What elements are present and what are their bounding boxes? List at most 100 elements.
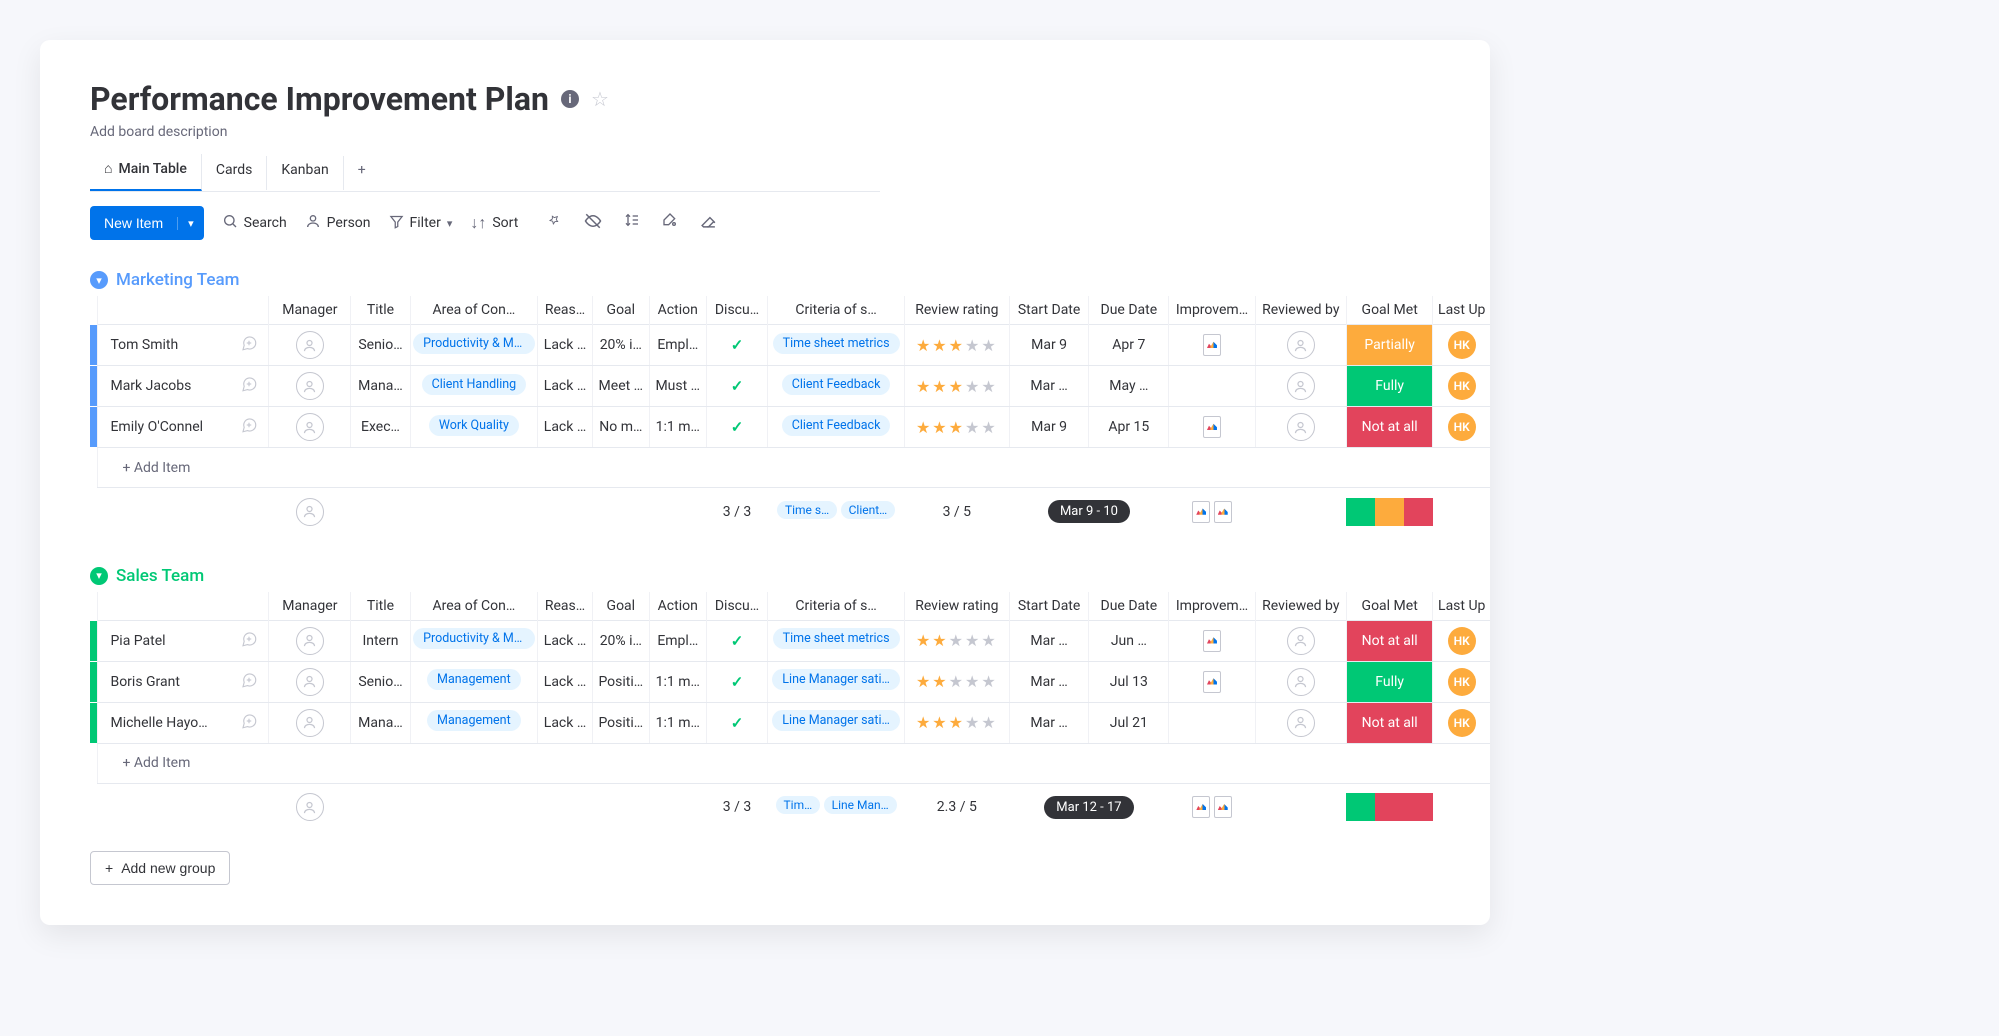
goal-cell[interactable]: Meet … xyxy=(592,366,649,407)
discussed-cell[interactable]: ✓ xyxy=(706,661,768,702)
due-date-cell[interactable]: Jul 13 xyxy=(1089,661,1169,702)
col-header[interactable]: Last Up xyxy=(1433,592,1490,621)
col-header[interactable]: Review rating xyxy=(904,296,1009,325)
title-cell[interactable]: Senio… xyxy=(351,661,410,702)
area-cell[interactable]: Productivity & Mo… xyxy=(410,620,538,661)
action-cell[interactable]: Empl… xyxy=(649,620,706,661)
filter-button[interactable]: Filter ▾ xyxy=(389,214,453,233)
person-filter-button[interactable]: Person xyxy=(305,213,371,233)
col-header[interactable]: Manager xyxy=(269,592,351,621)
area-cell[interactable]: Management xyxy=(410,661,538,702)
col-header[interactable]: Manager xyxy=(269,296,351,325)
last-updated-cell[interactable]: HK xyxy=(1433,661,1490,702)
table-row[interactable]: Boris GrantSenio…ManagementLack …Positi…… xyxy=(90,661,1490,702)
col-header[interactable]: Reviewed by xyxy=(1255,592,1346,621)
col-header[interactable]: Goal xyxy=(592,592,649,621)
reason-cell[interactable]: Lack … xyxy=(538,620,593,661)
action-cell[interactable]: Empl… xyxy=(649,325,706,366)
doc-icon[interactable] xyxy=(1203,416,1221,438)
col-header[interactable] xyxy=(98,296,269,325)
col-header[interactable]: Start Date xyxy=(1009,592,1089,621)
reason-cell[interactable]: Lack … xyxy=(538,702,593,743)
improvement-cell[interactable] xyxy=(1169,661,1256,702)
col-header[interactable]: Reviewed by xyxy=(1255,296,1346,325)
title-cell[interactable]: Mana… xyxy=(351,702,410,743)
start-date-cell[interactable]: Mar 9 xyxy=(1009,325,1089,366)
last-updated-cell[interactable]: HK xyxy=(1433,702,1490,743)
col-header[interactable]: Improvem… xyxy=(1169,592,1256,621)
item-name-cell[interactable]: Pia Patel xyxy=(98,620,269,661)
table-row[interactable]: Tom SmithSenio…Productivity & Mo…Lack …2… xyxy=(90,325,1490,366)
col-header[interactable]: Goal Met xyxy=(1346,592,1433,621)
area-cell[interactable]: Productivity & Mo… xyxy=(410,325,538,366)
col-header[interactable] xyxy=(98,592,269,621)
col-header[interactable]: Improvem… xyxy=(1169,296,1256,325)
group-name[interactable]: Sales Team xyxy=(116,566,204,586)
collapse-icon[interactable]: ▾ xyxy=(90,271,108,289)
item-name-cell[interactable]: Michelle Hayo… xyxy=(98,702,269,743)
criteria-cell[interactable]: Time sheet metrics xyxy=(768,325,905,366)
col-header[interactable]: Action xyxy=(649,296,706,325)
last-updated-cell[interactable]: HK xyxy=(1433,620,1490,661)
due-date-cell[interactable]: Jul 21 xyxy=(1089,702,1169,743)
pin-icon[interactable] xyxy=(546,212,562,234)
due-date-cell[interactable]: May … xyxy=(1089,366,1169,407)
criteria-cell[interactable]: Time sheet metrics xyxy=(768,620,905,661)
color-icon[interactable] xyxy=(662,212,678,234)
chevron-down-icon[interactable]: ▾ xyxy=(177,217,204,230)
col-header[interactable]: Criteria of s… xyxy=(768,296,905,325)
start-date-cell[interactable]: Mar … xyxy=(1009,702,1089,743)
col-header[interactable]: Goal xyxy=(592,296,649,325)
add-item-row[interactable]: + Add Item xyxy=(90,743,1490,783)
tab-add[interactable]: + xyxy=(344,156,380,190)
goal-met-cell[interactable]: Partially xyxy=(1346,325,1433,366)
item-name-cell[interactable]: Tom Smith xyxy=(98,325,269,366)
add-comment-icon[interactable] xyxy=(240,416,258,438)
star-icon[interactable]: ☆ xyxy=(591,87,609,111)
col-header[interactable]: Reas… xyxy=(538,592,593,621)
goal-met-cell[interactable]: Fully xyxy=(1346,366,1433,407)
board-description[interactable]: Add board description xyxy=(90,124,1490,140)
reason-cell[interactable]: Lack … xyxy=(538,366,593,407)
table-row[interactable]: Pia PatelInternProductivity & Mo…Lack …2… xyxy=(90,620,1490,661)
tab-kanban[interactable]: Kanban xyxy=(267,156,343,190)
reviewed-by-cell[interactable] xyxy=(1255,407,1346,448)
eraser-icon[interactable] xyxy=(700,212,717,234)
discussed-cell[interactable]: ✓ xyxy=(706,702,768,743)
action-cell[interactable]: 1:1 m… xyxy=(649,407,706,448)
col-header[interactable]: Criteria of s… xyxy=(768,592,905,621)
doc-icon[interactable] xyxy=(1203,671,1221,693)
criteria-cell[interactable]: Line Manager sati… xyxy=(768,702,905,743)
tab-cards[interactable]: Cards xyxy=(202,156,267,190)
height-icon[interactable] xyxy=(624,212,640,234)
doc-icon[interactable] xyxy=(1203,334,1221,356)
col-header[interactable]: Title xyxy=(351,296,410,325)
discussed-cell[interactable]: ✓ xyxy=(706,620,768,661)
start-date-cell[interactable]: Mar … xyxy=(1009,366,1089,407)
discussed-cell[interactable]: ✓ xyxy=(706,366,768,407)
rating-cell[interactable]: ★★★★★ xyxy=(904,407,1009,448)
goal-cell[interactable]: 20% i… xyxy=(592,325,649,366)
improvement-cell[interactable] xyxy=(1169,407,1256,448)
start-date-cell[interactable]: Mar 9 xyxy=(1009,407,1089,448)
group-name[interactable]: Marketing Team xyxy=(116,270,239,290)
reason-cell[interactable]: Lack … xyxy=(538,407,593,448)
add-item-row[interactable]: + Add Item xyxy=(90,448,1490,488)
reviewed-by-cell[interactable] xyxy=(1255,325,1346,366)
improvement-cell[interactable] xyxy=(1169,620,1256,661)
rating-cell[interactable]: ★★★★★ xyxy=(904,661,1009,702)
sort-button[interactable]: ↓↑ Sort xyxy=(470,213,518,233)
col-header[interactable]: Discu… xyxy=(706,592,768,621)
goal-cell[interactable]: Positi… xyxy=(592,702,649,743)
criteria-cell[interactable]: Line Manager sati… xyxy=(768,661,905,702)
add-comment-icon[interactable] xyxy=(240,671,258,693)
manager-cell[interactable] xyxy=(269,325,351,366)
col-header[interactable]: Discu… xyxy=(706,296,768,325)
item-name-cell[interactable]: Mark Jacobs xyxy=(98,366,269,407)
col-header[interactable]: Action xyxy=(649,592,706,621)
discussed-cell[interactable]: ✓ xyxy=(706,407,768,448)
last-updated-cell[interactable]: HK xyxy=(1433,407,1490,448)
rating-cell[interactable]: ★★★★★ xyxy=(904,702,1009,743)
table-row[interactable]: Emily O'ConnelExec…Work QualityLack …No … xyxy=(90,407,1490,448)
add-comment-icon[interactable] xyxy=(240,712,258,734)
